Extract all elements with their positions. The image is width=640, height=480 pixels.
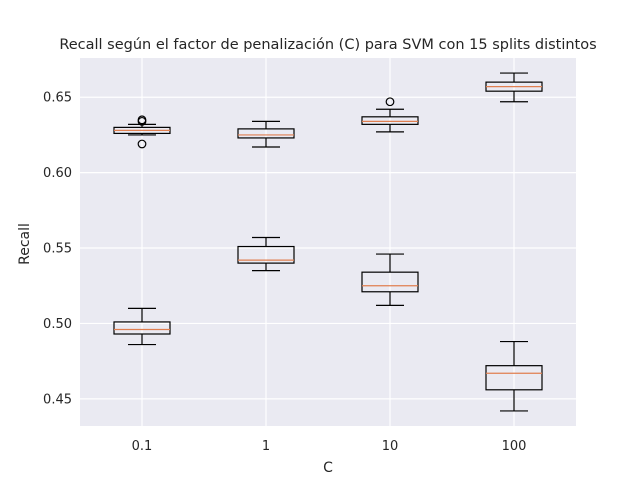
y-tick-label: 0.50 <box>43 317 72 332</box>
x-tick-label: 0.1 <box>132 439 153 454</box>
box-body <box>113 321 171 335</box>
box-plot-item <box>237 236 295 272</box>
y-tick-label: 0.55 <box>43 242 72 257</box>
plot-area <box>80 58 576 426</box>
outlier-point <box>137 139 147 149</box>
box-body <box>237 245 295 264</box>
y-tick-label: 0.60 <box>43 166 72 181</box>
y-axis-label: Recall <box>17 223 33 265</box>
box-plot-item <box>113 115 171 149</box>
box-plot-item <box>237 120 295 148</box>
outlier-point <box>137 116 147 126</box>
box-plot-item <box>485 340 543 412</box>
x-tick-label: 1 <box>262 439 270 454</box>
box-body <box>361 116 419 125</box>
box-body <box>237 128 295 139</box>
box-body <box>361 271 419 293</box>
x-tick-label: 100 <box>502 439 527 454</box>
y-tick-label: 0.45 <box>43 392 72 407</box>
y-tick-label: 0.65 <box>43 91 72 106</box>
x-axis-label: C <box>323 460 333 476</box>
chart-title: Recall según el factor de penalización (… <box>59 37 596 53</box>
box-plot-item <box>113 307 171 346</box>
box-body <box>485 365 543 391</box>
boxes <box>113 72 543 412</box>
box-plot-item <box>361 97 419 133</box>
grid-lines <box>80 58 576 426</box>
x-tick-label: 10 <box>382 439 399 454</box>
tick-labels: 0.45 0.50 0.55 0.60 0.65 0.1 1 10 100 <box>43 91 526 454</box>
box-plot-item <box>361 253 419 306</box>
box-plot-item <box>485 72 543 103</box>
outlier-point <box>385 97 395 107</box>
